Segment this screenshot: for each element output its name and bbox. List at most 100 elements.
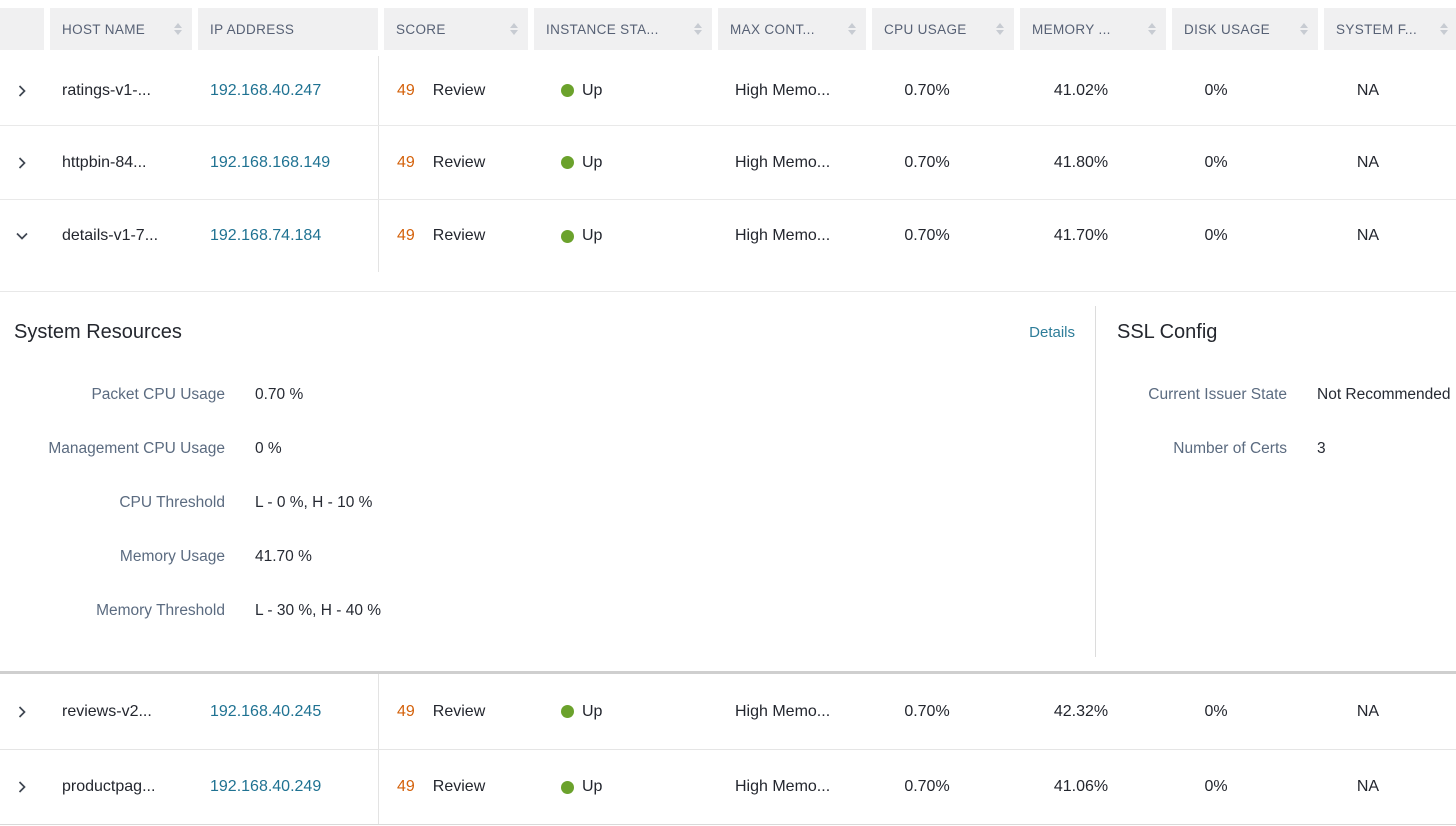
field-row: Memory Threshold L - 30 %, H - 40 %: [14, 584, 1075, 638]
score-cell: 49 Review: [378, 126, 528, 199]
table-row: productpag... 192.168.40.249 49 Review Up Hig…: [0, 750, 1456, 825]
sort-up-arrow: [174, 23, 182, 28]
system-failure-cell: NA: [1318, 750, 1456, 824]
status-up-dot: [561, 229, 574, 243]
column-label: MAX CONT...: [730, 21, 815, 37]
system-resources-section: System Resources Details Packet CPU Usage 0…: [0, 292, 1095, 671]
max-cont-cell: High Memo...: [712, 200, 866, 272]
sort-down-arrow: [174, 30, 182, 35]
column-label: DISK USAGE: [1184, 21, 1271, 37]
instance-state-cell: Up: [528, 56, 712, 125]
score-review-label: Review: [432, 153, 486, 171]
row-expander[interactable]: [0, 200, 44, 272]
host-name: reviews-v2...: [62, 702, 152, 720]
host-name-cell: httpbin-84...: [44, 126, 192, 199]
host-name: details-v1-7...: [62, 227, 159, 244]
field-label: Memory Usage: [119, 548, 225, 565]
sort-down-arrow: [1148, 30, 1156, 35]
score-value: 49: [397, 778, 415, 795]
ssl-config-title: SSL Config: [1117, 320, 1218, 343]
score-value: 49: [397, 702, 415, 720]
row-expander[interactable]: [0, 674, 44, 749]
field-row: CPU Threshold L - 0 %, H - 10 %: [14, 476, 1075, 530]
instance-state-label: Up: [582, 778, 603, 795]
ip-address-link[interactable]: 192.168.74.184: [192, 200, 378, 272]
cpu-usage-cell: 0.70%: [866, 674, 1014, 749]
max-cont-value: High Memo...: [735, 153, 831, 171]
ip-address-link[interactable]: 192.168.40.245: [192, 674, 378, 749]
sort-down-arrow: [510, 30, 518, 35]
memory-usage-cell: 41.02%: [1014, 56, 1166, 125]
disk-usage-cell-value: 0%: [1204, 81, 1228, 99]
max-cont-value: High Memo...: [735, 778, 831, 795]
ip-address: 192.168.74.184: [210, 227, 322, 244]
field-label: Memory Threshold: [96, 602, 225, 619]
instance-state-cell: Up: [528, 126, 712, 199]
column-header-system-f[interactable]: SYSTEM F...: [1324, 8, 1456, 50]
column-header-disk-usage[interactable]: DISK USAGE: [1172, 8, 1318, 50]
cpu-usage-cell-value: 0.70%: [904, 702, 950, 720]
max-cont-cell: High Memo...: [712, 674, 866, 749]
ip-address-link[interactable]: 192.168.40.249: [192, 750, 378, 824]
cpu-usage-cell: 0.70%: [866, 126, 1014, 199]
field-label: CPU Threshold: [119, 494, 225, 511]
column-header-ip-address: IP ADDRESS: [198, 8, 378, 50]
row-expander[interactable]: [0, 56, 44, 125]
column-label: MEMORY ...: [1032, 21, 1111, 37]
chevron-down-icon: [16, 232, 28, 240]
cpu-usage-cell: 0.70%: [866, 750, 1014, 824]
system-resources-header: System Resources Details: [14, 320, 1075, 344]
sort-down-arrow: [694, 30, 702, 35]
column-header-memory-usage[interactable]: MEMORY ...: [1020, 8, 1166, 50]
memory-usage-cell-value: 42.32%: [1053, 702, 1109, 720]
max-cont-cell: High Memo...: [712, 750, 866, 824]
row-expander[interactable]: [0, 750, 44, 824]
sort-up-arrow: [694, 23, 702, 28]
ssl-config-fields: Current Issuer State Not Recommended Numbe…: [1117, 368, 1456, 476]
status-up-dot: [561, 84, 574, 97]
sort-up-arrow: [1148, 23, 1156, 28]
sort-icon: [1292, 23, 1308, 35]
score-review-label: Review: [432, 702, 486, 720]
system-failure-cell: NA: [1318, 674, 1456, 749]
cpu-usage-cell-value: 0.70%: [904, 81, 950, 99]
disk-usage-cell-value: 0%: [1204, 153, 1228, 171]
field-value: Not Recommended: [1317, 386, 1451, 403]
sort-up-arrow: [510, 23, 518, 28]
max-cont-cell: High Memo...: [712, 126, 866, 199]
row-expander[interactable]: [0, 126, 44, 199]
score-review-label: Review: [432, 778, 486, 795]
ip-address-link[interactable]: 192.168.40.247: [192, 56, 378, 125]
field-value: 0 %: [255, 440, 282, 457]
max-cont-value: High Memo...: [735, 227, 831, 244]
host-name-cell: reviews-v2...: [44, 674, 192, 749]
sort-down-arrow: [996, 30, 1004, 35]
ip-address-link[interactable]: 192.168.168.149: [192, 126, 378, 199]
column-header-score[interactable]: SCORE: [384, 8, 528, 50]
status-up-dot: [561, 156, 574, 169]
field-value: L - 30 %, H - 40 %: [255, 602, 382, 619]
disk-usage-cell-value: 0%: [1204, 702, 1228, 720]
instance-state-cell: Up: [528, 674, 712, 749]
max-cont-cell: High Memo...: [712, 56, 866, 125]
chevron-right-icon: [18, 781, 26, 793]
field-value: 3: [1317, 440, 1326, 457]
column-header-host-name[interactable]: HOST NAME: [50, 8, 192, 50]
column-header-max-cont[interactable]: MAX CONT...: [718, 8, 866, 50]
memory-usage-cell-value: 41.06%: [1053, 778, 1109, 795]
field-row: Management CPU Usage 0 %: [14, 422, 1075, 476]
disk-usage-cell-value: 0%: [1204, 227, 1228, 244]
memory-usage-cell: 41.80%: [1014, 126, 1166, 199]
sort-down-arrow: [1440, 30, 1448, 35]
column-header-cpu-usage[interactable]: CPU USAGE: [872, 8, 1014, 50]
ssl-config-section: SSL Config Current Issuer State Not Recomm…: [1096, 292, 1456, 671]
disk-usage-cell-value: 0%: [1204, 778, 1228, 795]
field-label: Number of Certs: [1173, 440, 1287, 457]
memory-usage-cell: 41.06%: [1014, 750, 1166, 824]
column-header-instance-state[interactable]: INSTANCE STA...: [534, 8, 712, 50]
details-link[interactable]: Details: [1029, 323, 1075, 341]
field-row: Packet CPU Usage 0.70 %: [14, 368, 1075, 422]
memory-usage-cell-value: 41.70%: [1053, 227, 1109, 244]
disk-usage-cell: 0%: [1166, 750, 1318, 824]
